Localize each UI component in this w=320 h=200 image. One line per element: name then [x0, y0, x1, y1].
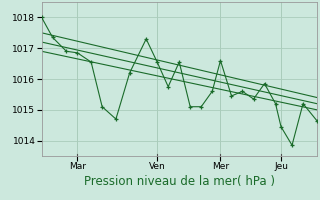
X-axis label: Pression niveau de la mer( hPa ): Pression niveau de la mer( hPa ) [84, 175, 275, 188]
